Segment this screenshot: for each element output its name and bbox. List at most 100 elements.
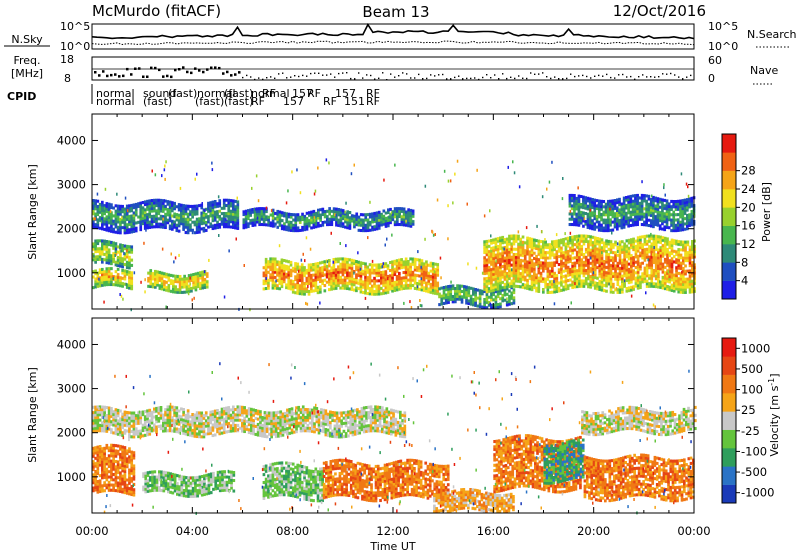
range-cell (425, 271, 428, 275)
range-cell (207, 201, 210, 205)
range-cell (677, 253, 681, 257)
range-cell (346, 223, 349, 227)
range-cell (303, 287, 306, 291)
range-cell (380, 223, 383, 227)
range-cell (605, 281, 608, 285)
range-cell (544, 245, 547, 249)
range-cell (143, 216, 147, 220)
range-cell (627, 208, 630, 212)
range-cell (519, 250, 523, 254)
range-cell (123, 215, 127, 219)
range-cell (570, 217, 574, 221)
range-cell (234, 207, 237, 211)
range-cell (232, 223, 235, 227)
range-cell (490, 276, 493, 280)
range-cell (661, 211, 664, 215)
range-cell (539, 271, 543, 275)
range-cell (359, 277, 363, 281)
range-cell (654, 199, 658, 203)
range-cell (526, 265, 529, 269)
range-cell (568, 212, 572, 216)
range-cell (661, 219, 664, 223)
range-cell (467, 262, 469, 266)
range-cell (648, 260, 651, 264)
range-cell (431, 264, 435, 268)
range-cell (551, 285, 554, 289)
range-cell (130, 287, 134, 291)
range-cell (357, 218, 361, 222)
range-cell (499, 273, 502, 277)
range-cell (505, 261, 509, 265)
range-cell (523, 249, 527, 253)
range-cell (571, 262, 574, 266)
range-cell (364, 286, 367, 290)
range-cell (143, 241, 145, 245)
range-cell (361, 269, 365, 273)
range-cell (202, 221, 204, 225)
range-cell (584, 250, 588, 254)
range-cell (434, 268, 437, 272)
range-cell (640, 201, 644, 205)
range-cell (330, 217, 334, 221)
range-cell (411, 214, 415, 218)
range-cell (373, 268, 376, 272)
range-cell (162, 215, 165, 219)
range-cell (586, 199, 590, 203)
cpid-label-row2: 151 (344, 95, 365, 108)
range-cell (271, 221, 275, 225)
range-cell (593, 276, 597, 280)
range-cell (523, 251, 527, 255)
range-cell (687, 194, 690, 198)
range-cell (478, 299, 482, 303)
range-cell (105, 443, 109, 447)
range-cell (291, 170, 293, 174)
range-cell (384, 216, 388, 220)
range-cell (114, 275, 118, 279)
range-cell (330, 231, 332, 235)
range-cell (289, 279, 293, 283)
range-cell (398, 274, 401, 278)
nsearch-tick-top: 10^5 (708, 20, 738, 33)
range-cell (367, 236, 369, 240)
range-cell (243, 264, 245, 267)
range-cell (364, 218, 368, 222)
range-cell (402, 286, 406, 290)
range-cell (316, 275, 320, 279)
range-cell (405, 213, 408, 217)
range-cell (451, 295, 455, 299)
range-cell (512, 298, 516, 302)
range-cell (141, 216, 145, 220)
range-cell (355, 217, 359, 221)
range-cell (499, 284, 502, 288)
range-cell (652, 303, 655, 307)
range-cell (380, 276, 383, 280)
range-cell (643, 212, 646, 216)
range-cell (153, 220, 156, 224)
range-cell (591, 251, 595, 255)
range-cell (618, 245, 622, 249)
range-cell (96, 239, 100, 243)
range-cell (344, 217, 347, 221)
range-cell (616, 222, 619, 226)
range-cell (577, 199, 581, 203)
range-cell (411, 257, 415, 261)
range-cell (251, 223, 255, 227)
range-cell (679, 272, 683, 276)
range-cell (294, 285, 297, 289)
range-cell (569, 278, 572, 282)
range-cell (652, 219, 655, 223)
range-cell (116, 250, 120, 254)
range-cell (357, 263, 361, 267)
range-cell (94, 239, 97, 243)
range-cell (402, 223, 406, 227)
range-cell (505, 237, 509, 241)
range-cell (645, 274, 649, 278)
range-cell (312, 281, 315, 285)
freq-marker (402, 72, 404, 74)
range-cell (355, 262, 358, 266)
range-cell (684, 288, 687, 292)
range-cell (411, 284, 415, 288)
range-cell (310, 289, 313, 293)
range-cell (512, 284, 516, 288)
range-cell (355, 289, 358, 293)
